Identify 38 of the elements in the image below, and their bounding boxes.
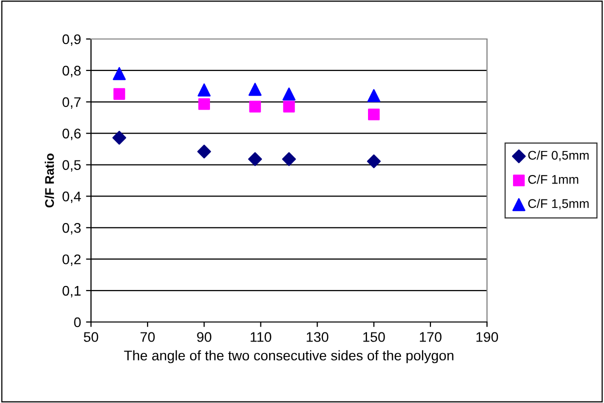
x-tick-label: 170: [420, 332, 442, 342]
x-tick-label: 190: [476, 332, 498, 342]
y-tick-label: 0,5: [62, 160, 81, 172]
point: [197, 144, 212, 158]
y-tick-label: 0,7: [62, 97, 81, 109]
point: [198, 83, 211, 96]
y-tick-label: 0: [74, 317, 81, 328]
y-axis-title: C/F Ratio: [44, 154, 54, 208]
x-tick-label: 50: [84, 332, 98, 342]
point: [248, 152, 262, 166]
point: [248, 82, 262, 96]
point: [366, 154, 381, 168]
y-tick-label: 0,3: [62, 223, 81, 234]
point: [112, 130, 126, 145]
y-tick-label: 0,4: [62, 192, 81, 204]
point: [368, 108, 380, 120]
y-tick-label: 0,1: [62, 286, 81, 298]
y-tick-label: 0,6: [62, 128, 81, 140]
point: [367, 89, 380, 102]
legend-label: C/F 0,5mm: [528, 150, 589, 162]
point: [282, 88, 296, 101]
point: [249, 100, 261, 112]
x-tick-label: 70: [140, 332, 155, 342]
point: [283, 100, 295, 112]
point: [282, 152, 296, 166]
point: [198, 98, 210, 110]
x-axis-title: The angle of the two consecutive sides of the polygon: [124, 350, 454, 364]
x-tick-label: 150: [363, 332, 385, 342]
x-tick-label: 130: [306, 332, 328, 342]
y-tick-label: 0,8: [62, 66, 81, 78]
y-tick-label: 0,2: [62, 254, 81, 266]
point: [112, 67, 126, 80]
point: [113, 88, 126, 100]
x-tick-label: 110: [250, 332, 272, 342]
legend-label: C/F 1mm: [528, 174, 578, 184]
x-tick-label: 90: [197, 332, 212, 342]
y-tick-label: 0,9: [62, 34, 81, 46]
legend-label: C/F 1,5mm: [528, 198, 589, 210]
